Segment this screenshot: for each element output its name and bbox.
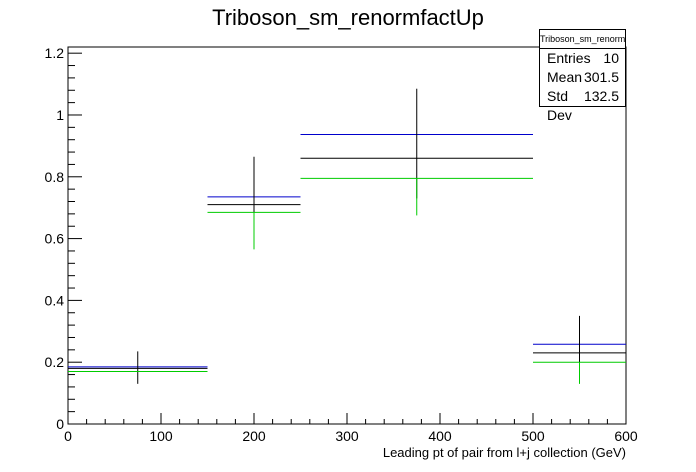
y-tick-label: 1.2	[45, 45, 65, 61]
x-tick-label: 100	[149, 428, 173, 444]
stats-label: Mean	[547, 69, 583, 85]
stats-label: Std Dev	[547, 88, 572, 123]
stats-value: 301.5	[583, 69, 619, 85]
stats-box: Triboson_sm_renormfactUp Entries 10 Mean…	[539, 29, 626, 123]
y-axis: 0 0.2 0.4 0.6 0.8 1 1.2	[45, 45, 82, 432]
y-tick-label: 0.8	[45, 169, 65, 185]
chart-title: Triboson_sm_renormfactUp	[212, 5, 484, 30]
y-tick-label: 0.2	[45, 354, 65, 370]
y-tick-label: 0	[56, 416, 64, 432]
stats-row-mean: Mean 301.5	[540, 68, 625, 87]
x-tick-label: 400	[428, 428, 452, 444]
stats-row-entries: Entries 10	[540, 49, 625, 68]
y-tick-label: 1	[56, 107, 64, 123]
stats-title: Triboson_sm_renormfactUp	[540, 30, 625, 49]
x-tick-label: 0	[64, 428, 72, 444]
x-tick-label: 200	[242, 428, 266, 444]
stats-row-stddev: Std Dev 132.5	[540, 87, 625, 125]
y-tick-label: 0.6	[45, 231, 65, 247]
y-tick-label: 0.4	[45, 292, 65, 308]
stats-value: 132.5	[583, 88, 619, 104]
histogram-marks	[68, 88, 626, 384]
x-axis-label: Leading pt of pair from l+j collection (…	[383, 445, 626, 460]
x-axis: 0 100 200 300 400 500 600	[64, 413, 638, 444]
stats-value: 10	[603, 50, 619, 66]
x-tick-label: 500	[521, 428, 545, 444]
x-tick-label: 600	[614, 428, 638, 444]
x-tick-label: 300	[335, 428, 359, 444]
stats-label: Entries	[547, 50, 591, 66]
